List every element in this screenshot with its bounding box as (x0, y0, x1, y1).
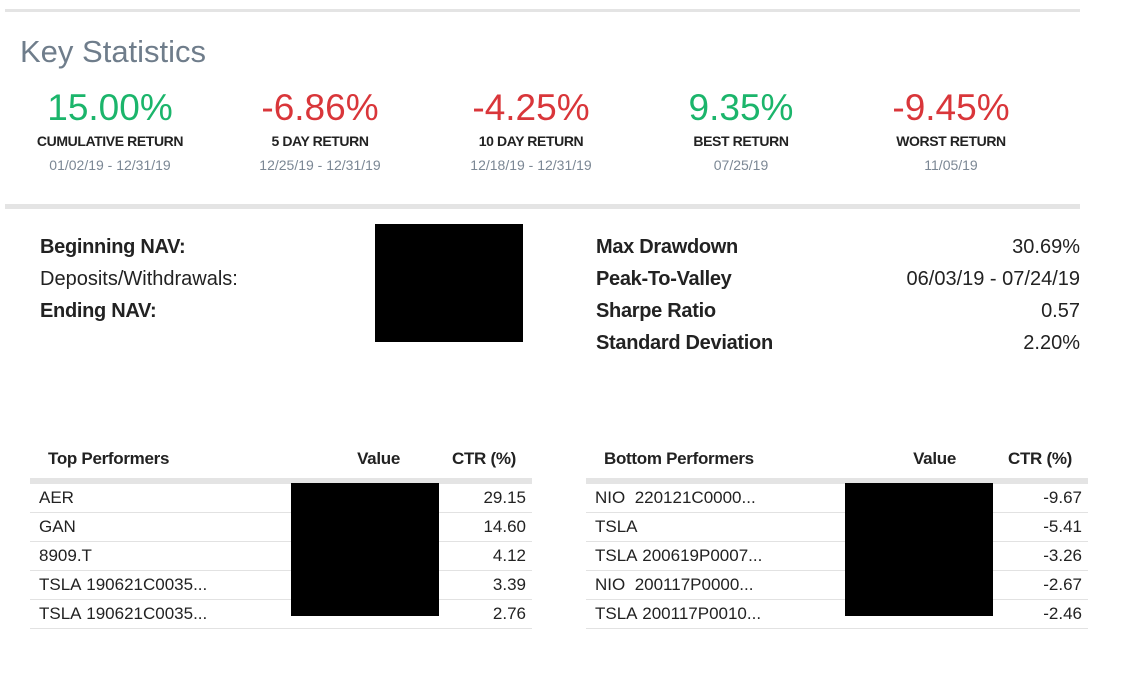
stat-label: BEST RETURN (693, 133, 789, 149)
column-header-value: Value (290, 440, 400, 484)
stat-best-return: 9.35% BEST RETURN 07/25/19 (636, 86, 846, 173)
contract: 190621C0035... (86, 575, 208, 594)
bottom-performers-table: Bottom Performers Value CTR (%) NIO 2201… (586, 440, 1088, 629)
table-row: NIO 220121C0000... -9.67 (586, 481, 1088, 513)
stat-label: WORST RETURN (896, 133, 1006, 149)
table-row: TSLA -5.41 (586, 512, 1088, 542)
redacted-top-values (291, 483, 439, 616)
ending-nav-label: Ending NAV: (40, 300, 157, 322)
table-row: AER 29.15 (30, 481, 532, 513)
stat-value: -6.86% (261, 87, 379, 128)
stat-worst-return: -9.45% WORST RETURN 11/05/19 (846, 86, 1056, 173)
table-row: TSLA 190621C0035... 3.39 (30, 570, 532, 600)
column-header-ctr: CTR (%) (956, 440, 1088, 484)
table-header-row: Bottom Performers Value CTR (%) (586, 440, 1088, 484)
position-name: TSLA 190621C0035... (30, 570, 290, 600)
table-row: 8909.T 4.12 (30, 541, 532, 571)
stat-cumulative-return: 15.00% CUMULATIVE RETURN 01/02/19 - 12/3… (5, 86, 215, 173)
position-ctr: -3.26 (956, 541, 1088, 571)
contract: 200117P0000... (634, 575, 754, 594)
table-row: TSLA 200619P0007... -3.26 (586, 541, 1088, 571)
position-name: TSLA 200117P0010... (586, 599, 846, 629)
beginning-nav-label: Beginning NAV: (40, 236, 186, 258)
stat-range: 07/25/19 (713, 157, 769, 173)
max-drawdown-value: 30.69% (1012, 236, 1080, 258)
table-header-row: Top Performers Value CTR (%) (30, 440, 532, 484)
stat-value: 9.35% (688, 87, 794, 128)
table-row: TSLA 190621C0035... 2.76 (30, 599, 532, 629)
stat-value: 15.00% (47, 87, 173, 128)
stat-range: 12/18/19 - 12/31/19 (470, 157, 592, 173)
peak-to-valley-value: 06/03/19 - 07/24/19 (906, 268, 1080, 290)
redacted-nav-values (375, 224, 523, 342)
sharpe-ratio-label: Sharpe Ratio (596, 300, 716, 322)
table-row: NIO 200117P0000... -2.67 (586, 570, 1088, 600)
symbol: TSLA (595, 604, 638, 623)
peak-to-valley-label: Peak-To-Valley (596, 268, 732, 290)
position-name: 8909.T (30, 541, 290, 571)
section-title: Key Statistics (20, 34, 207, 69)
symbol: AER (39, 488, 74, 507)
max-drawdown-label: Max Drawdown (596, 236, 738, 258)
stat-value: -4.25% (472, 87, 590, 128)
sharpe-ratio-value: 0.57 (1041, 300, 1080, 322)
section-divider (5, 204, 1080, 209)
contract: 220121C0000... (634, 488, 756, 507)
stat-range: 12/25/19 - 12/31/19 (259, 157, 381, 173)
stat-label: 5 DAY RETURN (271, 133, 369, 149)
contract: 190621C0035... (86, 604, 208, 623)
symbol: GAN (39, 517, 76, 536)
symbol: TSLA (595, 546, 638, 565)
top-performers-table: Top Performers Value CTR (%) AER 29.15 G… (30, 440, 532, 629)
stat-label: 10 DAY RETURN (478, 133, 584, 149)
position-name: TSLA (586, 512, 846, 542)
column-header-name: Top Performers (30, 440, 290, 484)
stat-label: CUMULATIVE RETURN (36, 133, 184, 149)
nav-summary: Beginning NAV: Deposits/Withdrawals: End… (40, 231, 238, 327)
top-divider (5, 9, 1080, 12)
column-header-value: Value (846, 440, 956, 484)
table-row: GAN 14.60 (30, 512, 532, 542)
stat-value: -9.45% (892, 87, 1010, 128)
standard-deviation-label: Standard Deviation (596, 332, 773, 354)
symbol: TSLA (595, 517, 638, 536)
position-name: GAN (30, 512, 290, 542)
position-name: TSLA 190621C0035... (30, 599, 290, 629)
contract: 200619P0007... (642, 546, 763, 565)
position-name: TSLA 200619P0007... (586, 541, 846, 571)
contract: 200117P0010... (642, 604, 762, 623)
deposits-withdrawals-label: Deposits/Withdrawals: (40, 268, 238, 290)
position-name: NIO 200117P0000... (586, 570, 846, 600)
position-name: NIO 220121C0000... (586, 481, 846, 513)
symbol: TSLA (39, 604, 82, 623)
symbol: TSLA (39, 575, 82, 594)
redacted-bottom-values (845, 483, 993, 616)
stat-10-day-return: -4.25% 10 DAY RETURN 12/18/19 - 12/31/19 (426, 86, 636, 173)
column-header-ctr: CTR (%) (400, 440, 532, 484)
position-name: AER (30, 481, 290, 513)
table-row: TSLA 200117P0010... -2.46 (586, 599, 1088, 629)
risk-metrics-labels: Max Drawdown Peak-To-Valley Sharpe Ratio… (596, 231, 773, 359)
stat-range: 11/05/19 (924, 157, 978, 173)
standard-deviation-value: 2.20% (1023, 332, 1080, 354)
risk-metrics-values: 30.69% 06/03/19 - 07/24/19 0.57 2.20% (860, 231, 1080, 359)
symbol: NIO (595, 575, 626, 594)
symbol: 8909.T (39, 546, 92, 565)
stat-5-day-return: -6.86% 5 DAY RETURN 12/25/19 - 12/31/19 (215, 86, 425, 173)
column-header-name: Bottom Performers (586, 440, 846, 484)
stat-range: 01/02/19 - 12/31/19 (49, 157, 171, 173)
symbol: NIO (595, 488, 626, 507)
